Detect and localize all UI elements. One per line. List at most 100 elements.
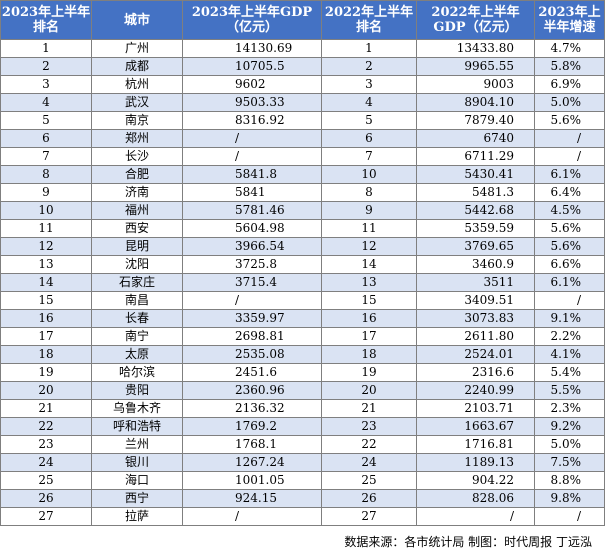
cell-rank-2022: 25 bbox=[321, 471, 417, 490]
table-row: 11 西安 5604.98 11 5359.59 5.6% bbox=[0, 219, 605, 238]
gdp-ranking-table: 2023年上半年排名 城市 2023年上半年GDP（亿元） 2022年上半年排名… bbox=[0, 0, 605, 526]
cell-growth: 7.5% bbox=[534, 453, 605, 472]
cell-rank-2023: 2 bbox=[0, 57, 92, 76]
cell-rank-2022: 19 bbox=[321, 363, 417, 382]
cell-rank-2022: 6 bbox=[321, 129, 417, 148]
table-row: 12 昆明 3966.54 12 3769.65 5.6% bbox=[0, 237, 605, 256]
cell-rank-2023: 11 bbox=[0, 219, 92, 238]
cell-gdp-2022: 1663.67 bbox=[416, 417, 535, 436]
cell-gdp-2023: / bbox=[182, 291, 322, 310]
table-row: 13 沈阳 3725.8 14 3460.9 6.6% bbox=[0, 255, 605, 274]
cell-rank-2022: 4 bbox=[321, 93, 417, 112]
cell-growth: 4.7% bbox=[534, 39, 605, 58]
cell-gdp-2023: 14130.69 bbox=[182, 39, 322, 58]
cell-rank-2022: 1 bbox=[321, 39, 417, 58]
cell-gdp-2023: 2360.96 bbox=[182, 381, 322, 400]
cell-growth: 5.6% bbox=[534, 219, 605, 238]
cell-gdp-2023: 1267.24 bbox=[182, 453, 322, 472]
source-caption: 数据来源：各市统计局 制图：时代周报 丁远泓 bbox=[344, 535, 592, 549]
cell-city: 银川 bbox=[91, 453, 183, 472]
cell-city: 南宁 bbox=[91, 327, 183, 346]
cell-growth: 6.4% bbox=[534, 183, 605, 202]
header-row: 2023年上半年排名 城市 2023年上半年GDP（亿元） 2022年上半年排名… bbox=[0, 0, 605, 40]
cell-gdp-2023: 10705.5 bbox=[182, 57, 322, 76]
cell-gdp-2022: 2611.80 bbox=[416, 327, 535, 346]
table-row: 4 武汉 9503.33 4 8904.10 5.0% bbox=[0, 93, 605, 112]
cell-gdp-2023: 2136.32 bbox=[182, 399, 322, 418]
cell-growth: 9.8% bbox=[534, 489, 605, 508]
cell-rank-2023: 27 bbox=[0, 507, 92, 526]
cell-rank-2023: 6 bbox=[0, 129, 92, 148]
cell-growth: / bbox=[534, 129, 605, 148]
cell-rank-2022: 3 bbox=[321, 75, 417, 94]
cell-rank-2022: 13 bbox=[321, 273, 417, 292]
cell-growth: 9.2% bbox=[534, 417, 605, 436]
table-row: 8 合肥 5841.8 10 5430.41 6.1% bbox=[0, 165, 605, 184]
cell-rank-2023: 17 bbox=[0, 327, 92, 346]
cell-gdp-2022: 2240.99 bbox=[416, 381, 535, 400]
cell-city: 长沙 bbox=[91, 147, 183, 166]
cell-growth: 5.6% bbox=[534, 111, 605, 130]
cell-gdp-2023: 924.15 bbox=[182, 489, 322, 508]
cell-city: 南京 bbox=[91, 111, 183, 130]
cell-gdp-2022: 904.22 bbox=[416, 471, 535, 490]
cell-rank-2022: 24 bbox=[321, 453, 417, 472]
cell-rank-2023: 9 bbox=[0, 183, 92, 202]
header-gdp-2022: 2022年上半年GDP（亿元） bbox=[416, 0, 535, 40]
table-row: 3 杭州 9602 3 9003 6.9% bbox=[0, 75, 605, 94]
cell-city: 西宁 bbox=[91, 489, 183, 508]
cell-rank-2022: 16 bbox=[321, 309, 417, 328]
cell-rank-2023: 1 bbox=[0, 39, 92, 58]
cell-growth: 2.3% bbox=[534, 399, 605, 418]
table-row: 23 兰州 1768.1 22 1716.81 5.0% bbox=[0, 435, 605, 454]
cell-growth: 2.2% bbox=[534, 327, 605, 346]
table-body: 1 广州 14130.69 1 13433.80 4.7% 2 成都 10705.5 2 9965.… bbox=[0, 39, 605, 526]
cell-growth: 4.5% bbox=[534, 201, 605, 220]
cell-rank-2022: 15 bbox=[321, 291, 417, 310]
cell-gdp-2022: 13433.80 bbox=[416, 39, 535, 58]
table-row: 1 广州 14130.69 1 13433.80 4.7% bbox=[0, 39, 605, 58]
cell-gdp-2022: 9003 bbox=[416, 75, 535, 94]
table-row: 25 海口 1001.05 25 904.22 8.8% bbox=[0, 471, 605, 490]
cell-rank-2023: 24 bbox=[0, 453, 92, 472]
cell-rank-2023: 21 bbox=[0, 399, 92, 418]
cell-rank-2022: 9 bbox=[321, 201, 417, 220]
cell-gdp-2022: 2316.6 bbox=[416, 363, 535, 382]
cell-city: 长春 bbox=[91, 309, 183, 328]
cell-gdp-2023: 9503.33 bbox=[182, 93, 322, 112]
cell-gdp-2023: 3725.8 bbox=[182, 255, 322, 274]
cell-gdp-2022: 3460.9 bbox=[416, 255, 535, 274]
cell-gdp-2023: 1769.2 bbox=[182, 417, 322, 436]
cell-rank-2023: 12 bbox=[0, 237, 92, 256]
cell-rank-2023: 25 bbox=[0, 471, 92, 490]
cell-gdp-2022: 1716.81 bbox=[416, 435, 535, 454]
cell-gdp-2022: 2103.71 bbox=[416, 399, 535, 418]
cell-city: 南昌 bbox=[91, 291, 183, 310]
cell-gdp-2022: 3769.65 bbox=[416, 237, 535, 256]
cell-growth: 5.0% bbox=[534, 93, 605, 112]
cell-city: 海口 bbox=[91, 471, 183, 490]
cell-rank-2022: 27 bbox=[321, 507, 417, 526]
cell-city: 兰州 bbox=[91, 435, 183, 454]
cell-rank-2023: 23 bbox=[0, 435, 92, 454]
cell-rank-2023: 20 bbox=[0, 381, 92, 400]
cell-gdp-2023: 3966.54 bbox=[182, 237, 322, 256]
header-rank-2023: 2023年上半年排名 bbox=[0, 0, 92, 40]
cell-gdp-2023: 9602 bbox=[182, 75, 322, 94]
table-row: 2 成都 10705.5 2 9965.55 5.8% bbox=[0, 57, 605, 76]
cell-city: 呼和浩特 bbox=[91, 417, 183, 436]
cell-gdp-2023: 1001.05 bbox=[182, 471, 322, 490]
cell-rank-2022: 23 bbox=[321, 417, 417, 436]
cell-growth: 6.6% bbox=[534, 255, 605, 274]
table-row: 14 石家庄 3715.4 13 3511 6.1% bbox=[0, 273, 605, 292]
table-row: 27 拉萨/27// bbox=[0, 507, 605, 526]
cell-city: 福州 bbox=[91, 201, 183, 220]
cell-gdp-2023: 5841 bbox=[182, 183, 322, 202]
cell-rank-2022: 11 bbox=[321, 219, 417, 238]
cell-gdp-2023: 8316.92 bbox=[182, 111, 322, 130]
cell-gdp-2022: 5481.3 bbox=[416, 183, 535, 202]
cell-growth: 5.0% bbox=[534, 435, 605, 454]
cell-gdp-2022: 5442.68 bbox=[416, 201, 535, 220]
cell-rank-2022: 12 bbox=[321, 237, 417, 256]
